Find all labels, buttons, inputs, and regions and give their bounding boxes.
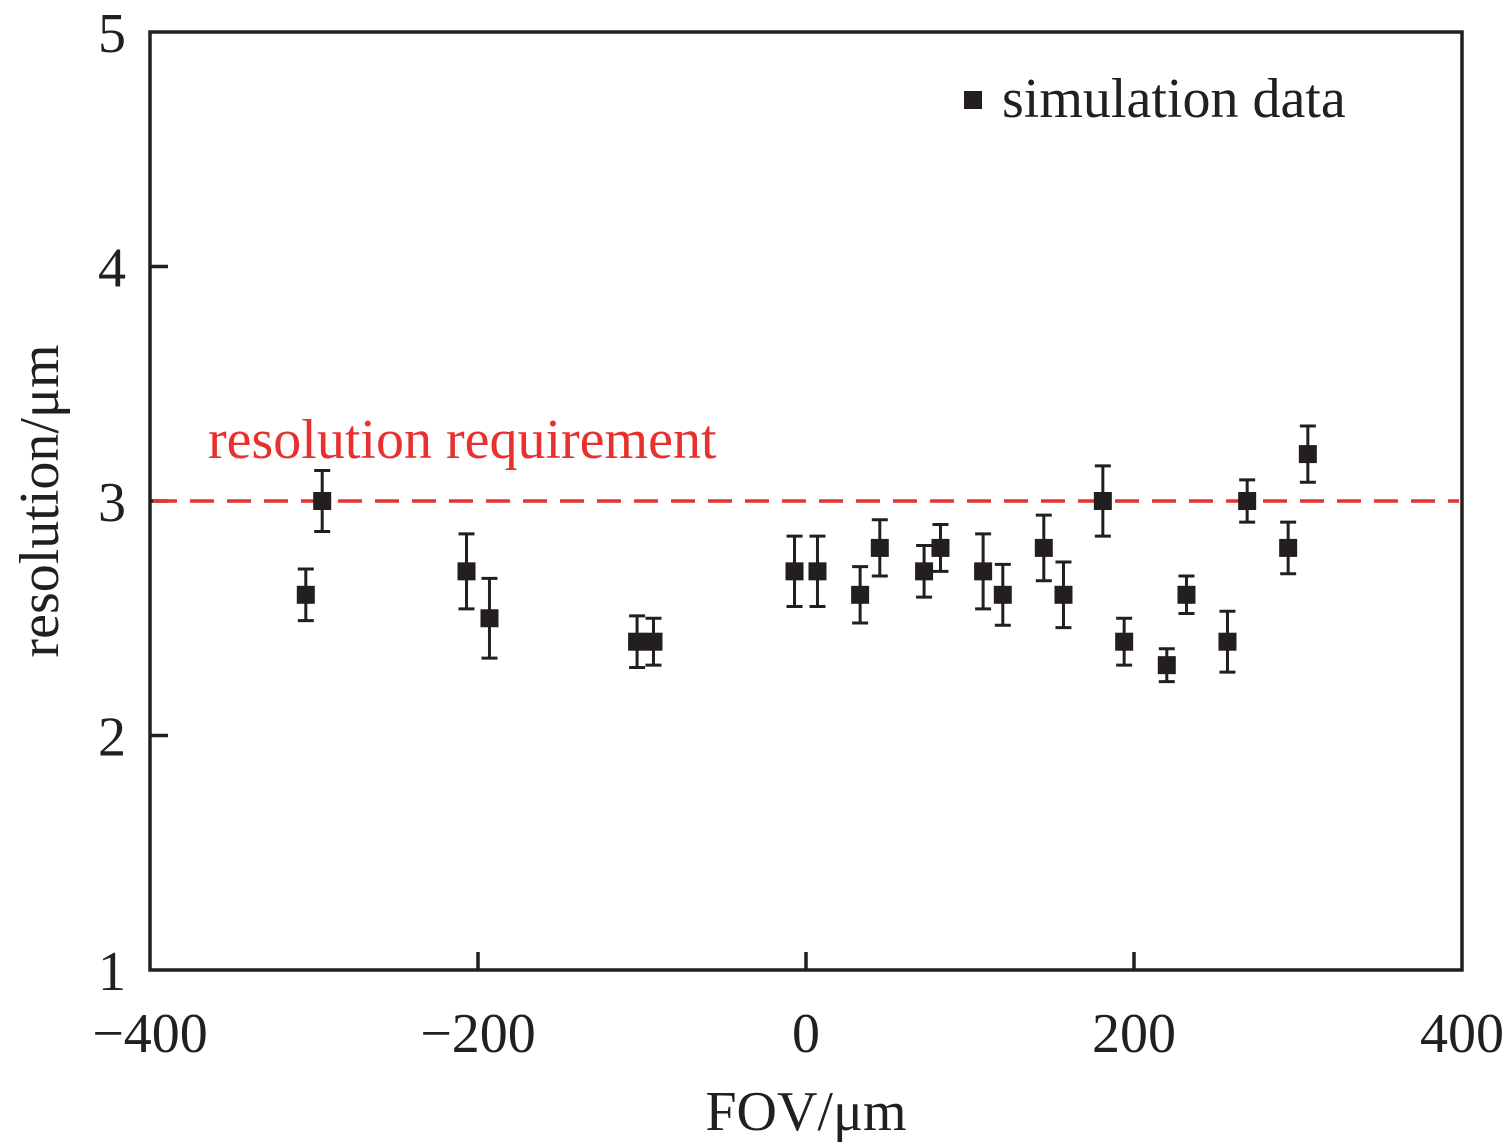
resolution-requirement-label: resolution requirement	[208, 409, 717, 471]
legend: simulation data	[964, 68, 1346, 130]
axis-tick-labels: −400 −200 0 200 400 1 2 3 4 5	[92, 3, 1504, 1065]
square-marker	[808, 562, 827, 581]
axis-ticks	[150, 264, 1136, 970]
legend-marker	[964, 91, 982, 109]
data-point	[644, 616, 663, 667]
data-point	[1115, 616, 1134, 667]
y-tick-label: 2	[98, 707, 126, 769]
square-marker	[1093, 492, 1112, 510]
data-point	[851, 565, 870, 625]
square-marker	[1238, 492, 1257, 510]
square-marker	[296, 585, 315, 604]
data-point	[480, 576, 499, 660]
data-point	[870, 518, 889, 578]
data-point	[931, 522, 950, 573]
square-marker	[1034, 538, 1053, 557]
data-point	[313, 469, 332, 533]
data-point	[1238, 478, 1257, 524]
data-point	[1054, 560, 1073, 630]
square-marker	[851, 585, 870, 604]
x-tick-label: −200	[420, 1003, 536, 1065]
data-point	[993, 562, 1012, 627]
data-point	[1034, 513, 1053, 583]
square-marker	[1157, 656, 1176, 675]
square-marker	[457, 562, 476, 581]
x-tick-label: 0	[792, 1003, 820, 1065]
data-point	[974, 532, 993, 611]
legend-label: simulation data	[1002, 68, 1346, 130]
square-marker	[1298, 445, 1317, 464]
square-marker	[931, 538, 950, 557]
square-marker	[628, 632, 647, 651]
x-tick-label: −400	[92, 1003, 208, 1065]
data-point	[915, 544, 934, 599]
square-marker	[1279, 538, 1298, 557]
data-point	[1298, 424, 1317, 484]
square-marker	[313, 492, 332, 510]
y-tick-label: 4	[98, 238, 126, 300]
data-point	[1177, 574, 1196, 616]
data-point	[457, 532, 476, 611]
y-axis-label: resolution/μm	[9, 344, 71, 657]
data-point	[808, 534, 827, 609]
x-tick-label: 200	[1092, 1003, 1176, 1065]
data-point	[628, 614, 647, 669]
square-marker	[1177, 585, 1196, 604]
data-points	[296, 424, 1317, 684]
data-point	[1218, 609, 1237, 674]
x-tick-label: 400	[1420, 1003, 1504, 1065]
data-point	[785, 534, 804, 609]
data-point	[1279, 520, 1298, 576]
square-marker	[644, 632, 663, 651]
square-marker	[785, 562, 804, 581]
y-tick-label: 5	[98, 3, 126, 65]
y-tick-label: 3	[98, 472, 126, 534]
x-axis-label: FOV/μm	[705, 1081, 906, 1143]
data-point	[1157, 647, 1176, 684]
square-marker	[1218, 632, 1237, 651]
square-marker	[1115, 632, 1134, 651]
square-marker	[915, 562, 934, 581]
data-point	[296, 567, 315, 623]
data-point	[1093, 464, 1112, 538]
y-tick-label: 1	[98, 941, 126, 1003]
square-marker	[1054, 585, 1073, 604]
square-marker	[974, 562, 993, 581]
square-marker	[870, 538, 889, 557]
square-marker	[480, 609, 499, 628]
square-marker	[993, 585, 1012, 604]
